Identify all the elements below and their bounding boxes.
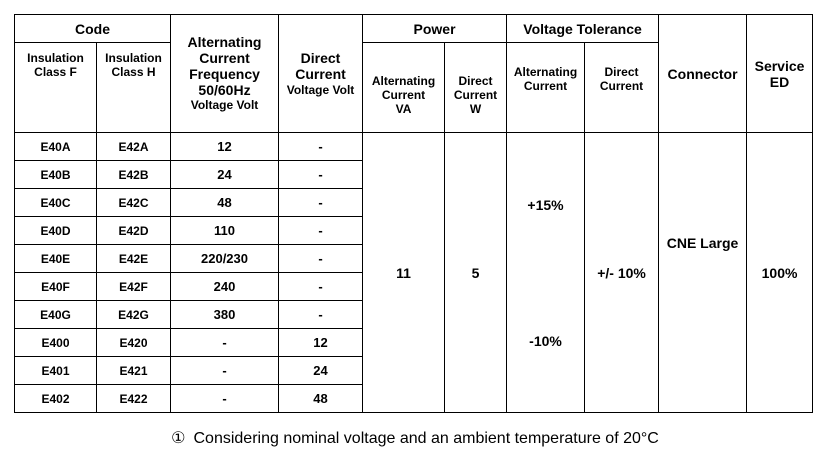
dc-voltage-value: - bbox=[278, 160, 363, 189]
tol-dc-value: +/- 10% bbox=[584, 132, 660, 413]
service-header: Service ED bbox=[746, 14, 814, 133]
ac-voltage-value: - bbox=[170, 384, 279, 413]
dc-voltage-value: - bbox=[278, 188, 363, 217]
ac-voltage-value: 240 bbox=[170, 272, 279, 301]
ac-voltage-value: 380 bbox=[170, 300, 279, 329]
table-row: E40A E42A 12 - 11 5 +15% -10% +/- 10% CN… bbox=[14, 132, 814, 413]
class-h-code: E42D bbox=[96, 216, 171, 245]
class-f-code: E40F bbox=[14, 272, 97, 301]
table-row: E402 E422 - 48 bbox=[14, 384, 813, 413]
power-ac-header: Alternating Current VA bbox=[362, 42, 445, 133]
dc-voltage-value: - bbox=[278, 244, 363, 273]
ac-voltage-value: 24 bbox=[170, 160, 279, 189]
power-header: Power bbox=[361, 14, 508, 43]
class-h-code: E42A bbox=[96, 132, 171, 161]
ac-voltage-value: - bbox=[170, 356, 279, 385]
class-f-code: E402 bbox=[14, 384, 97, 413]
table-row: E40F E42F 240 - bbox=[14, 272, 813, 301]
class-h-code: E42C bbox=[96, 188, 171, 217]
table-row: E40B E42B 24 - bbox=[14, 160, 813, 189]
code-header: Code bbox=[14, 14, 171, 43]
class-h-code: E421 bbox=[96, 356, 171, 385]
class-h-code: E422 bbox=[96, 384, 171, 413]
footnote-text: Considering nominal voltage and an ambie… bbox=[193, 430, 659, 447]
class-f-header: Insulation Class F bbox=[14, 42, 97, 133]
table-row: E40G E42G 380 - bbox=[14, 300, 813, 329]
dc-voltage-header: Direct Current Voltage Volt bbox=[278, 14, 363, 133]
dc-voltage-value: 24 bbox=[278, 356, 363, 385]
tolerance-header: Voltage Tolerance bbox=[506, 14, 660, 43]
ac-voltage-value: 220/230 bbox=[170, 244, 279, 273]
class-f-code: E40G bbox=[14, 300, 97, 329]
ac-voltage-value: 12 bbox=[170, 132, 279, 161]
tol-ac-minus: -10% bbox=[529, 332, 562, 349]
table-row: E40E E42E 220/230 - bbox=[14, 244, 813, 273]
table-row: E40C E42C 48 - bbox=[14, 188, 813, 217]
table-row: E400 E420 - 12 bbox=[14, 328, 813, 357]
dc-voltage-value: 12 bbox=[278, 328, 363, 357]
service-value: 100% bbox=[746, 132, 814, 413]
ac-voltage-header: Alternating Current Frequency 50/60Hz Vo… bbox=[170, 14, 279, 133]
class-h-code: E42F bbox=[96, 272, 171, 301]
connector-value: CNE Large bbox=[658, 132, 748, 413]
class-h-code: E42B bbox=[96, 160, 171, 189]
class-f-code: E40E bbox=[14, 244, 97, 273]
class-f-code: E40B bbox=[14, 160, 97, 189]
dc-voltage-value: - bbox=[278, 300, 363, 329]
class-f-code: E400 bbox=[14, 328, 97, 357]
ac-voltage-value: 48 bbox=[170, 188, 279, 217]
ac-voltage-value: 110 bbox=[170, 216, 279, 245]
power-dc-header: Direct Current W bbox=[443, 42, 508, 133]
class-f-code: E40A bbox=[14, 132, 97, 161]
class-h-header: Insulation Class H bbox=[96, 42, 171, 133]
dc-voltage-value: - bbox=[278, 132, 363, 161]
connector-header: Connector bbox=[658, 14, 748, 133]
class-f-code: E401 bbox=[14, 356, 97, 385]
power-dc-value: 5 bbox=[443, 132, 508, 413]
class-h-code: E42E bbox=[96, 244, 171, 273]
dc-voltage-value: - bbox=[278, 216, 363, 245]
dc-voltage-value: 48 bbox=[278, 384, 363, 413]
class-f-code: E40D bbox=[14, 216, 97, 245]
table-row: E40D E42D 110 - bbox=[14, 216, 813, 245]
tol-ac-plus: +15% bbox=[527, 196, 564, 213]
footnote-marker: ① bbox=[171, 430, 186, 447]
class-f-code: E40C bbox=[14, 188, 97, 217]
ac-voltage-value: - bbox=[170, 328, 279, 357]
tol-ac-value: +15% -10% bbox=[506, 132, 586, 413]
tol-ac-header: Alternating Current bbox=[506, 42, 586, 133]
spec-table: Code Alternating Current Frequency 50/60… bbox=[14, 14, 814, 413]
class-h-code: E42G bbox=[96, 300, 171, 329]
tol-dc-header: Direct Current bbox=[584, 42, 660, 133]
table-row: E401 E421 - 24 bbox=[14, 356, 813, 385]
footnote: ① Considering nominal voltage and an ambi… bbox=[0, 428, 830, 448]
power-ac-value: 11 bbox=[362, 132, 445, 413]
class-h-code: E420 bbox=[96, 328, 171, 357]
dc-voltage-value: - bbox=[278, 272, 363, 301]
